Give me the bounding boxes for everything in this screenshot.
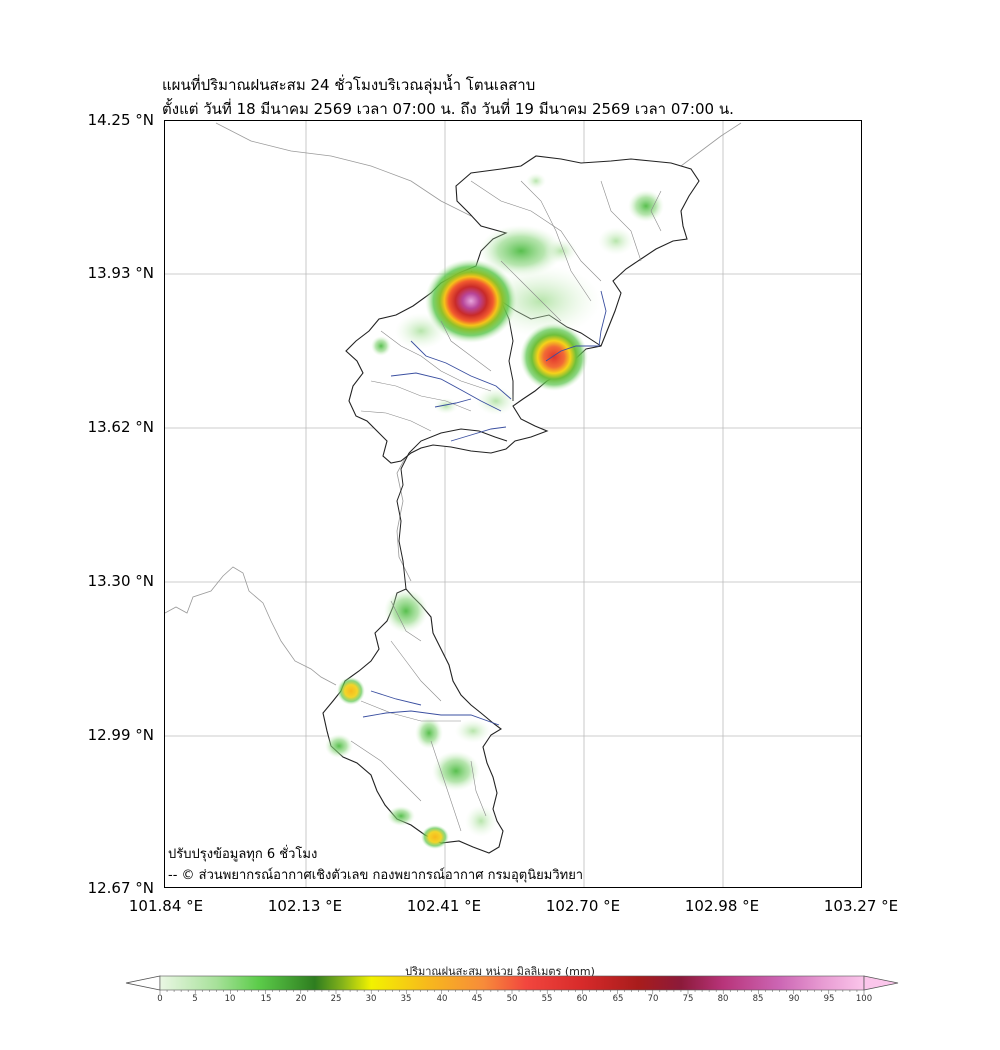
colorbar-tick: 5: [192, 994, 198, 1004]
colorbar-tick: 40: [436, 994, 448, 1004]
colorbar-tick: 15: [260, 994, 272, 1004]
colorbar-tick: 35: [400, 994, 412, 1004]
colorbar-tick: 85: [752, 994, 764, 1004]
tributaries: [350, 180, 662, 832]
colorbar-max-arrow: [863, 975, 899, 991]
rivers: [362, 290, 607, 726]
colorbar-scale: [159, 975, 865, 991]
basin-corridor: [396, 452, 410, 590]
lat-label-5: 12.99 °N: [87, 726, 154, 744]
map-frame: [164, 120, 862, 888]
credit-note: -- © ส่วนพยากรณ์อากาศเชิงตัวเลข กองพยากร…: [168, 868, 584, 883]
colorbar-tick: 55: [541, 994, 553, 1004]
colorbar-tick: 90: [788, 994, 800, 1004]
colorbar-tick: 100: [855, 994, 873, 1004]
lat-label-1: 14.25 °N: [87, 111, 154, 129]
lat-label-2: 13.93 °N: [87, 264, 154, 282]
lon-label-5: 102.98 °E: [684, 897, 760, 915]
lon-label-2: 102.13 °E: [267, 897, 343, 915]
rainfall-shading: [325, 173, 664, 849]
colorbar-tick: 10: [224, 994, 236, 1004]
lon-label-3: 102.41 °E: [406, 897, 482, 915]
colorbar-tick: 60: [576, 994, 588, 1004]
colorbar-tick: 95: [823, 994, 835, 1004]
colorbar-tick: 25: [330, 994, 342, 1004]
colorbar-tick: 20: [295, 994, 307, 1004]
lat-label-3: 13.62 °N: [87, 418, 154, 436]
colorbar-tick: 30: [365, 994, 377, 1004]
colorbar-tick: 45: [471, 994, 483, 1004]
rainfall-map: [165, 121, 861, 887]
lon-label-4: 102.70 °E: [545, 897, 621, 915]
colorbar-tick: 80: [717, 994, 729, 1004]
colorbar-title: ปริมาณฝนสะสม หน่วย มิลลิเมตร (mm): [405, 965, 595, 978]
colorbar: [125, 975, 899, 994]
colorbar-tick: 0: [157, 994, 163, 1004]
colorbar-tick: 75: [682, 994, 694, 1004]
map-title: แผนที่ปริมาณฝนสะสม 24 ชั่วโมงบริเวณลุ่มน…: [162, 76, 536, 94]
lat-label-6: 12.67 °N: [87, 879, 154, 897]
update-note: ปรับปรุงข้อมูลทุก 6 ชั่วโมง: [168, 847, 318, 862]
colorbar-tick: 50: [506, 994, 518, 1004]
colorbar-tick: 70: [647, 994, 659, 1004]
lon-label-1: 101.84 °E: [128, 897, 204, 915]
lon-label-6: 103.27 °E: [823, 897, 899, 915]
colorbar-min-arrow: [125, 975, 161, 991]
colorbar-tick: 65: [612, 994, 624, 1004]
lat-label-4: 13.30 °N: [87, 572, 154, 590]
map-subtitle: ตั้งแต่ วันที่ 18 มีนาคม 2569 เวลา 07:00…: [162, 100, 734, 118]
